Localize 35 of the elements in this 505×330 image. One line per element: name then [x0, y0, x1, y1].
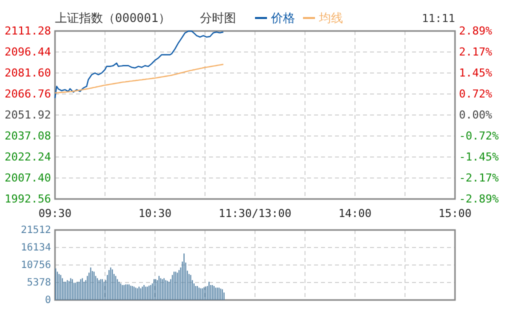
chart-subtitle: 分时图	[200, 11, 236, 25]
y-tick-label: 2007.40	[4, 172, 51, 185]
y-tick-label: 2037.08	[4, 130, 51, 143]
y2-tick-label: -2.17%	[459, 172, 500, 185]
x-tick-label: 10:30	[138, 207, 172, 220]
x-tick-label: 15:00	[438, 207, 472, 220]
y2-tick-label: 0.72%	[459, 88, 492, 101]
y-tick-label: 2081.60	[4, 66, 51, 80]
text: 11:11	[422, 12, 455, 25]
y-tick-label: 5378	[26, 278, 51, 289]
y-tick-label: 2111.28	[4, 24, 51, 38]
y2-tick-label: 2.89%	[459, 24, 492, 38]
legend-label: 价格	[270, 11, 295, 25]
x-tick-label: 11:30/13:00	[218, 207, 292, 220]
y-tick-label: 2051.92	[4, 108, 51, 122]
y-tick-label: 2022.24	[4, 150, 52, 164]
line-series	[54, 64, 224, 94]
x-tick-label: 09:30	[38, 207, 72, 220]
y2-tick-label: 2.17%	[459, 45, 492, 58]
y2-tick-label: -1.45%	[459, 150, 500, 164]
y-tick-label: 1992.56	[4, 192, 51, 206]
y2-tick-label: 1.45%	[459, 66, 492, 80]
y-tick-label: 2066.76	[4, 88, 51, 101]
y-tick-label: 0	[44, 295, 51, 306]
line-series	[54, 30, 224, 99]
y2-tick-label: -2.89%	[459, 192, 500, 206]
y-tick-label: 16134	[20, 242, 51, 254]
y-tick-label: 10756	[20, 260, 51, 272]
chart-title: 上证指数（000001）	[55, 11, 170, 25]
y-tick-label: 2096.44	[4, 46, 52, 59]
y2-tick-label: -0.72%	[459, 129, 500, 142]
legend-label: 均线	[318, 11, 343, 25]
y-tick-label: 21512	[20, 225, 51, 236]
y2-tick-label: 0.00%	[459, 108, 492, 122]
x-tick-label: 14:00	[338, 207, 372, 220]
